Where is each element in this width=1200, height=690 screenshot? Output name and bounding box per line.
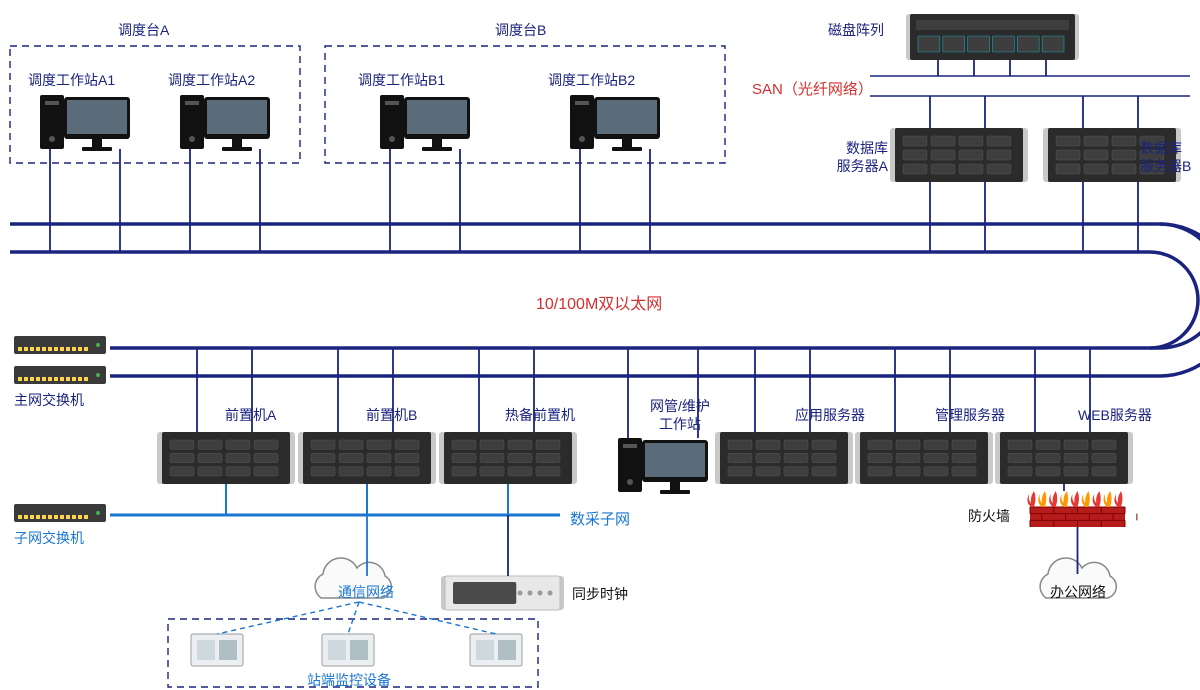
label-ws-a1: 调度工作站A1 xyxy=(28,70,115,90)
label-mgmt-srv: 管理服务器 xyxy=(935,405,1005,425)
rack-server-icon xyxy=(715,432,853,484)
label-web-srv: WEB服务器 xyxy=(1078,405,1152,425)
firewall-icon xyxy=(1027,491,1136,527)
label-main-switch: 主网交换机 xyxy=(14,390,84,410)
label-ethernet: 10/100M双以太网 xyxy=(536,290,662,314)
label-disk-array: 磁盘阵列 xyxy=(828,20,884,40)
switch-icon xyxy=(14,504,106,522)
label-app-srv: 应用服务器 xyxy=(795,405,865,425)
workstation-icon xyxy=(570,95,660,151)
station-device-icon xyxy=(322,634,374,666)
label-office-net: 办公网络 xyxy=(1050,582,1106,602)
rack-server-icon xyxy=(157,432,295,484)
workstation-icon xyxy=(40,95,130,151)
label-data-subnet: 数采子网 xyxy=(570,508,630,529)
label-sync-clock: 同步时钟 xyxy=(572,584,628,604)
label-comm-net: 通信网络 xyxy=(338,582,394,602)
station-device-icon xyxy=(470,634,522,666)
label-dispatch-b: 调度台B xyxy=(495,20,546,40)
label-san: SAN（光纤网络） xyxy=(752,78,873,99)
switch-icon xyxy=(14,336,106,354)
rack-server-icon xyxy=(890,128,1028,182)
sync-clock-icon xyxy=(441,576,564,610)
bus-arc-inner xyxy=(1150,252,1198,348)
ethernet-bus-outer xyxy=(10,224,1200,348)
connector xyxy=(217,602,359,634)
label-hot-fe: 热备前置机 xyxy=(505,405,575,425)
workstation-icon xyxy=(380,95,470,151)
label-station-mon: 站端监控设备 xyxy=(307,670,391,690)
bus-arc-outer xyxy=(1160,224,1200,376)
station-device-icon xyxy=(191,634,243,666)
label-ws-b2: 调度工作站B2 xyxy=(548,70,635,90)
label-fe-b: 前置机B xyxy=(366,405,417,425)
rack-server-icon xyxy=(855,432,993,484)
label-fe-a: 前置机A xyxy=(225,405,276,425)
workstation-icon xyxy=(180,95,270,151)
rack-server-icon xyxy=(995,432,1133,484)
disk-array-icon xyxy=(906,14,1079,60)
switch-icon xyxy=(14,366,106,384)
label-firewall: 防火墙 xyxy=(968,506,1010,526)
label-db-b: 数据库 服务器B xyxy=(1140,140,1191,175)
label-ws-b1: 调度工作站B1 xyxy=(358,70,445,90)
label-dispatch-a: 调度台A xyxy=(118,20,169,40)
connector xyxy=(348,602,359,634)
label-ws-a2: 调度工作站A2 xyxy=(168,70,255,90)
label-db-a: 数据库 服务器A xyxy=(828,140,888,175)
label-nm-ws: 网管/维护 工作站 xyxy=(650,398,710,433)
rack-server-icon xyxy=(439,432,577,484)
workstation-icon xyxy=(618,438,708,494)
label-sub-switch: 子网交换机 xyxy=(14,528,84,548)
rack-server-icon xyxy=(298,432,436,484)
